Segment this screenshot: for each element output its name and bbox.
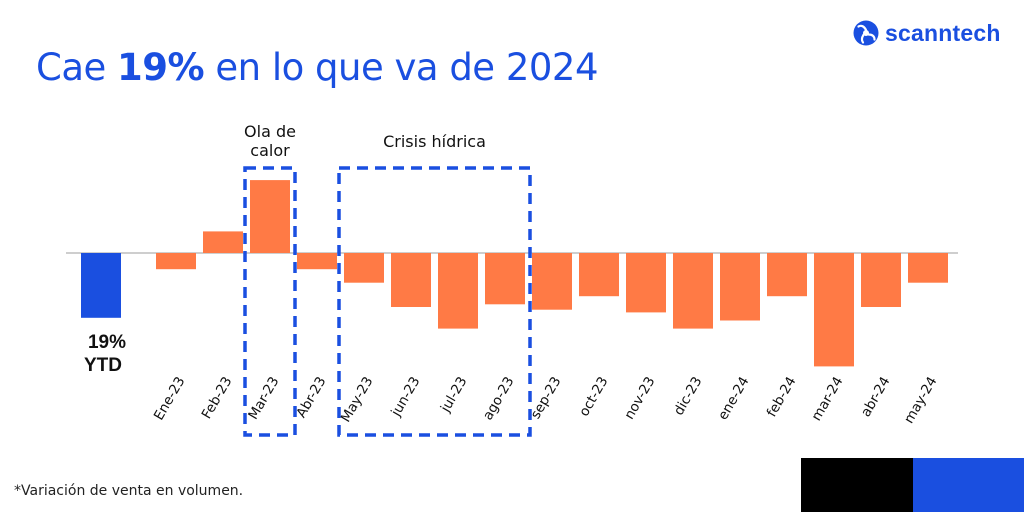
x-tick-ago-23: ago-23 — [480, 374, 518, 423]
x-tick-may-24: may-24 — [901, 374, 940, 426]
ytd-label: YTD — [84, 355, 122, 376]
bar-jul-23 — [438, 253, 478, 329]
x-tick-may-23: May-23 — [338, 374, 377, 425]
x-tick-abr-24: abr-24 — [858, 374, 894, 420]
decorative-blue-block — [913, 458, 1024, 512]
x-tick-mar-24: mar-24 — [809, 374, 847, 424]
x-tick-dic-23: dic-23 — [671, 374, 706, 418]
x-tick-sep-23: sep-23 — [528, 374, 565, 422]
bar-abr-23 — [297, 253, 337, 270]
title-highlight: 19% — [117, 46, 205, 89]
footnote: *Variación de venta en volumen. — [14, 483, 244, 499]
bar-abr-24 — [861, 253, 901, 307]
decorative-black-block — [801, 458, 913, 512]
bar-mar-23 — [250, 180, 290, 253]
bar-jun-23 — [391, 253, 431, 307]
scanntech-logo-icon — [853, 20, 879, 46]
bar-ene-24 — [720, 253, 760, 321]
bar-oct-23 — [579, 253, 619, 297]
x-tick-jul-23: jul-23 — [437, 374, 470, 416]
bar-feb-24 — [767, 253, 807, 297]
bar-sep-23 — [532, 253, 572, 310]
x-tick-nov-23: nov-23 — [621, 374, 658, 422]
bar-feb-23 — [203, 231, 243, 253]
annotation-box-1 — [337, 166, 532, 437]
bar-may-23 — [344, 253, 384, 283]
x-tick-abr-23: Abr-23 — [293, 374, 329, 421]
bar-may-24 — [908, 253, 948, 283]
page-title: Cae 19% en lo que va de 2024 — [36, 46, 598, 89]
annotation-box-0 — [243, 166, 297, 437]
x-tick-feb-24: feb-24 — [764, 374, 800, 420]
title-prefix: Cae — [36, 46, 118, 89]
brand-logo: scanntech — [853, 18, 1001, 48]
brand-name: scanntech — [885, 19, 1001, 46]
bar-ago-23 — [485, 253, 525, 305]
annotation-label-0-line1: Ola de — [244, 122, 296, 141]
bar-ene-23 — [156, 253, 196, 270]
x-tick-feb-23: Feb-23 — [199, 374, 236, 422]
bar-mar-24 — [814, 253, 854, 367]
bar-dic-23 — [673, 253, 713, 329]
ytd-bar — [81, 253, 121, 318]
title-suffix: en lo que va de 2024 — [204, 46, 598, 89]
x-tick-oct-23: oct-23 — [576, 374, 611, 419]
x-tick-ene-24: ene-24 — [715, 374, 752, 423]
x-tick-mar-23: Mar-23 — [245, 374, 282, 422]
ytd-value-label: 19% — [88, 332, 126, 353]
bar-nov-23 — [626, 253, 666, 313]
annotation-label-1: Crisis hídrica — [383, 132, 486, 151]
x-tick-jun-23: jun-23 — [388, 374, 424, 420]
annotation-label-0-line2: calor — [250, 141, 290, 160]
x-tick-ene-23: Ene-23 — [151, 374, 189, 423]
